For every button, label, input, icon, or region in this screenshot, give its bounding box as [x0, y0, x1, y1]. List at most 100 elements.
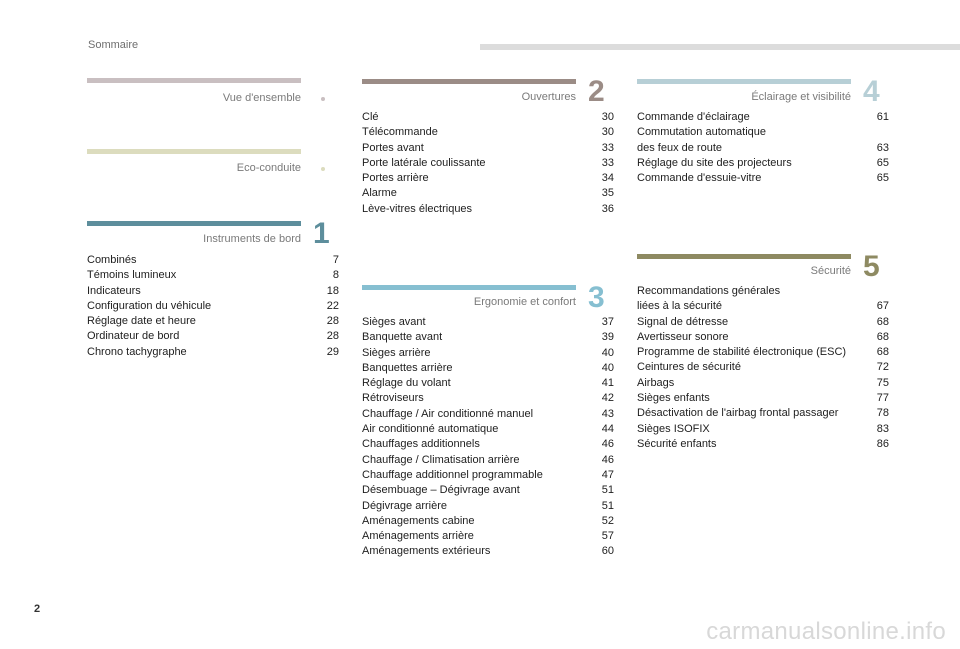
toc-entry[interactable]: Commande d'éclairage 61	[637, 110, 889, 125]
toc-entry[interactable]: Clé 30	[362, 110, 614, 125]
section-bar	[87, 149, 301, 154]
toc-entry-page: 33	[601, 156, 614, 169]
toc-entry[interactable]: Ordinateur de bord 28	[87, 329, 339, 344]
section-title[interactable]: Sécurité	[810, 265, 851, 277]
toc-entry-label: Désembuage – Dégivrage avant	[362, 484, 520, 497]
toc-entry[interactable]: Portes avant 33	[362, 141, 614, 156]
section-title[interactable]: Instruments de bord	[203, 233, 301, 245]
toc-entry-page: 51	[601, 484, 614, 497]
toc-entry[interactable]: Aménagements cabine 52	[362, 514, 614, 529]
section-eco-conduite[interactable]: Eco-conduite	[87, 149, 339, 179]
toc-entry-label: Dégivrage arrière	[362, 499, 447, 512]
toc-entry[interactable]: Chauffage / Air conditionné manuel 43	[362, 407, 614, 422]
section-number: 4	[863, 75, 880, 108]
toc-entry[interactable]: Commande d'essuie-vitre 65	[637, 171, 889, 186]
toc-entry[interactable]: Programme de stabilité électronique (ESC…	[637, 345, 889, 360]
section-securite[interactable]: Sécurité 5 Recommandations générales lié…	[637, 252, 889, 454]
toc-entry-label: Airbags	[637, 376, 675, 389]
toc-entry-label: Avertisseur sonore	[637, 330, 729, 343]
toc-entry-label: Portes avant	[362, 141, 424, 154]
entry-list: Clé 30 Télécommande 30 Portes avant 33 Porte l…	[362, 110, 614, 217]
toc-entry-page: 68	[876, 330, 889, 343]
toc-entry-page: 65	[876, 156, 889, 169]
toc-entry[interactable]: Air conditionné automatique 44	[362, 422, 614, 437]
toc-entry[interactable]: Lève-vitres électriques 36	[362, 202, 614, 217]
toc-entry[interactable]: Chauffages additionnels 46	[362, 437, 614, 452]
toc-entry-label: Clé	[362, 111, 379, 123]
toc-entry[interactable]: Alarme 35	[362, 186, 614, 201]
toc-entry-label: Ceintures de sécurité	[637, 361, 741, 374]
toc-entry[interactable]: Sièges arrière 40	[362, 346, 614, 361]
toc-entry[interactable]: Dégivrage arrière 51	[362, 499, 614, 514]
toc-entry[interactable]: Commutation automatique des feux de rout…	[637, 125, 889, 156]
toc-entry-page: 33	[601, 141, 614, 154]
toc-entry-page: 7	[332, 254, 339, 266]
toc-entry[interactable]: Aménagements arrière 57	[362, 529, 614, 544]
toc-entry[interactable]: Indicateurs 18	[87, 284, 339, 299]
toc-entry[interactable]: Désactivation de l'airbag frontal passag…	[637, 406, 889, 421]
toc-entry[interactable]: Sièges ISOFIX 83	[637, 422, 889, 437]
toc-entry-label: Portes arrière	[362, 172, 429, 185]
toc-entry-page: 18	[326, 284, 339, 297]
toc-entry-label: Témoins lumineux	[87, 269, 177, 282]
toc-entry-label: Chauffage additionnel programmable	[362, 468, 543, 481]
toc-entry[interactable]: Configuration du véhicule 22	[87, 299, 339, 314]
section-title[interactable]: Ergonomie et confort	[473, 296, 576, 308]
toc-entry[interactable]: Ceintures de sécurité 72	[637, 360, 889, 375]
section-title[interactable]: Éclairage et visibilité	[751, 91, 851, 103]
toc-entry[interactable]: Désembuage – Dégivrage avant 51	[362, 483, 614, 498]
toc-entry-label: Chauffages additionnels	[362, 438, 480, 451]
section-title[interactable]: Vue d'ensemble	[222, 92, 301, 104]
toc-entry-page: 68	[876, 315, 889, 328]
section-eclairage-visibilite[interactable]: Éclairage et visibilité 4 Commande d'écl…	[637, 75, 889, 189]
toc-entry[interactable]: Sièges avant 37	[362, 315, 614, 330]
toc-entry[interactable]: Combinés 7	[87, 253, 339, 268]
toc-entry[interactable]: Chrono tachygraphe 29	[87, 345, 339, 360]
toc-entry[interactable]: Réglage du volant 41	[362, 376, 614, 391]
toc-entry[interactable]: Réglage date et heure 28	[87, 314, 339, 329]
toc-entry-label: Sièges ISOFIX	[637, 422, 710, 435]
toc-entry-label: Porte latérale coulissante	[362, 156, 486, 169]
toc-entry[interactable]: Airbags 75	[637, 376, 889, 391]
toc-entry[interactable]: Chauffage additionnel programmable 47	[362, 468, 614, 483]
toc-entry[interactable]: Chauffage / Climatisation arrière 46	[362, 453, 614, 468]
entry-list: Sièges avant 37 Banquette avant 39 Sièges ar…	[362, 315, 614, 560]
toc-entry-label: Recommandations générales liées à la séc…	[637, 285, 781, 313]
toc-entry[interactable]: Recommandations générales liées à la séc…	[637, 284, 889, 315]
toc-entry-label: Aménagements extérieurs	[362, 545, 491, 558]
toc-entry[interactable]: Banquette avant 39	[362, 330, 614, 345]
toc-entry-page: 30	[601, 111, 614, 123]
toc-entry[interactable]: Portes arrière 34	[362, 171, 614, 186]
toc-entry-page: 40	[601, 346, 614, 359]
toc-entry[interactable]: Sièges enfants 77	[637, 391, 889, 406]
section-vue-ensemble[interactable]: Vue d'ensemble	[87, 78, 339, 108]
section-ergonomie-confort[interactable]: Ergonomie et confort 3 Sièges avant 37 Ban…	[362, 283, 614, 565]
toc-entry[interactable]: Sécurité enfants 86	[637, 437, 889, 452]
toc-entry[interactable]: Témoins lumineux 8	[87, 268, 339, 283]
toc-entry[interactable]: Télécommande 30	[362, 125, 614, 140]
toc-entry-label: Air conditionné automatique	[362, 423, 499, 436]
toc-entry-page: 35	[601, 187, 614, 200]
toc-entry[interactable]: Rétroviseurs 42	[362, 391, 614, 406]
toc-entry[interactable]: Banquettes arrière 40	[362, 361, 614, 376]
toc-entry[interactable]: Porte latérale coulissante 33	[362, 156, 614, 171]
toc-entry-page: 57	[601, 530, 614, 543]
section-title[interactable]: Ouvertures	[521, 91, 576, 103]
toc-entry[interactable]: Signal de détresse 68	[637, 315, 889, 330]
toc-entry[interactable]: Avertisseur sonore 68	[637, 330, 889, 345]
toc-entry-label: Indicateurs	[87, 284, 141, 297]
toc-entry-page: 43	[601, 407, 614, 420]
section-ouvertures[interactable]: Ouvertures 2 Clé 30 Télécommande 30 Portes a…	[362, 77, 614, 219]
toc-entry-page: 68	[876, 346, 889, 359]
toc-entry-label: Réglage du site des projecteurs	[637, 156, 792, 169]
header-bar	[480, 44, 960, 50]
section-title[interactable]: Eco-conduite	[236, 162, 301, 174]
toc-entry[interactable]: Réglage du site des projecteurs 65	[637, 156, 889, 171]
toc-entry[interactable]: Aménagements extérieurs 60	[362, 544, 614, 559]
toc-entry-page: 39	[601, 331, 614, 344]
entry-list: Combinés 7 Témoins lumineux 8 Indicateurs 18 C…	[87, 253, 339, 360]
toc-entry-page: 34	[601, 172, 614, 185]
toc-entry-page: 78	[876, 407, 889, 420]
toc-entry-label: Réglage du volant	[362, 377, 451, 390]
section-instruments-de-bord[interactable]: Instruments de bord 1 Combinés 7 Témoins l…	[87, 219, 339, 366]
